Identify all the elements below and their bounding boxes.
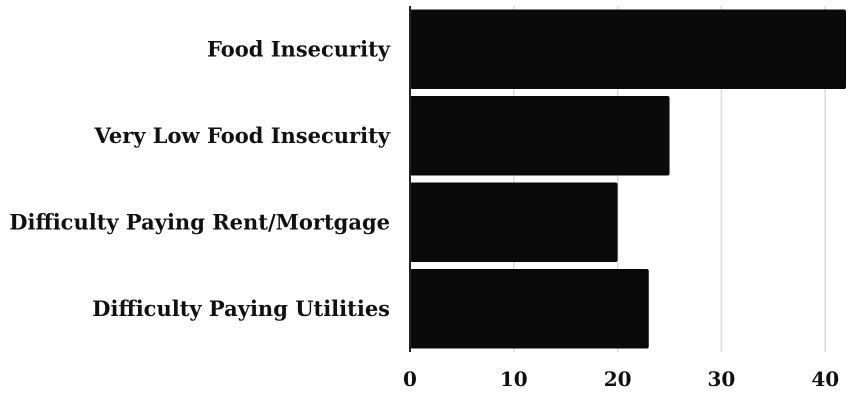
bar: [410, 95, 670, 176]
category-label: Food Insecurity: [207, 36, 391, 61]
x-tick-label: 20: [604, 367, 632, 391]
x-tick-label: 10: [500, 367, 528, 391]
category-label: Difficulty Paying Rent/Mortgage: [9, 209, 390, 234]
category-label: Difficulty Paying Utilities: [92, 296, 390, 321]
category-label: Very Low Food Insecurity: [93, 123, 390, 148]
bars: [410, 9, 846, 349]
x-tick-labels: 0 10 20 30 40: [403, 367, 839, 391]
bar: [410, 182, 618, 263]
bar: [410, 268, 649, 349]
bar: [410, 9, 846, 90]
x-tick-label: 40: [811, 367, 839, 391]
x-tick-label: 30: [708, 367, 736, 391]
category-labels: Food Insecurity Very Low Food Insecurity D…: [9, 36, 391, 321]
x-tick-label: 0: [403, 367, 417, 391]
